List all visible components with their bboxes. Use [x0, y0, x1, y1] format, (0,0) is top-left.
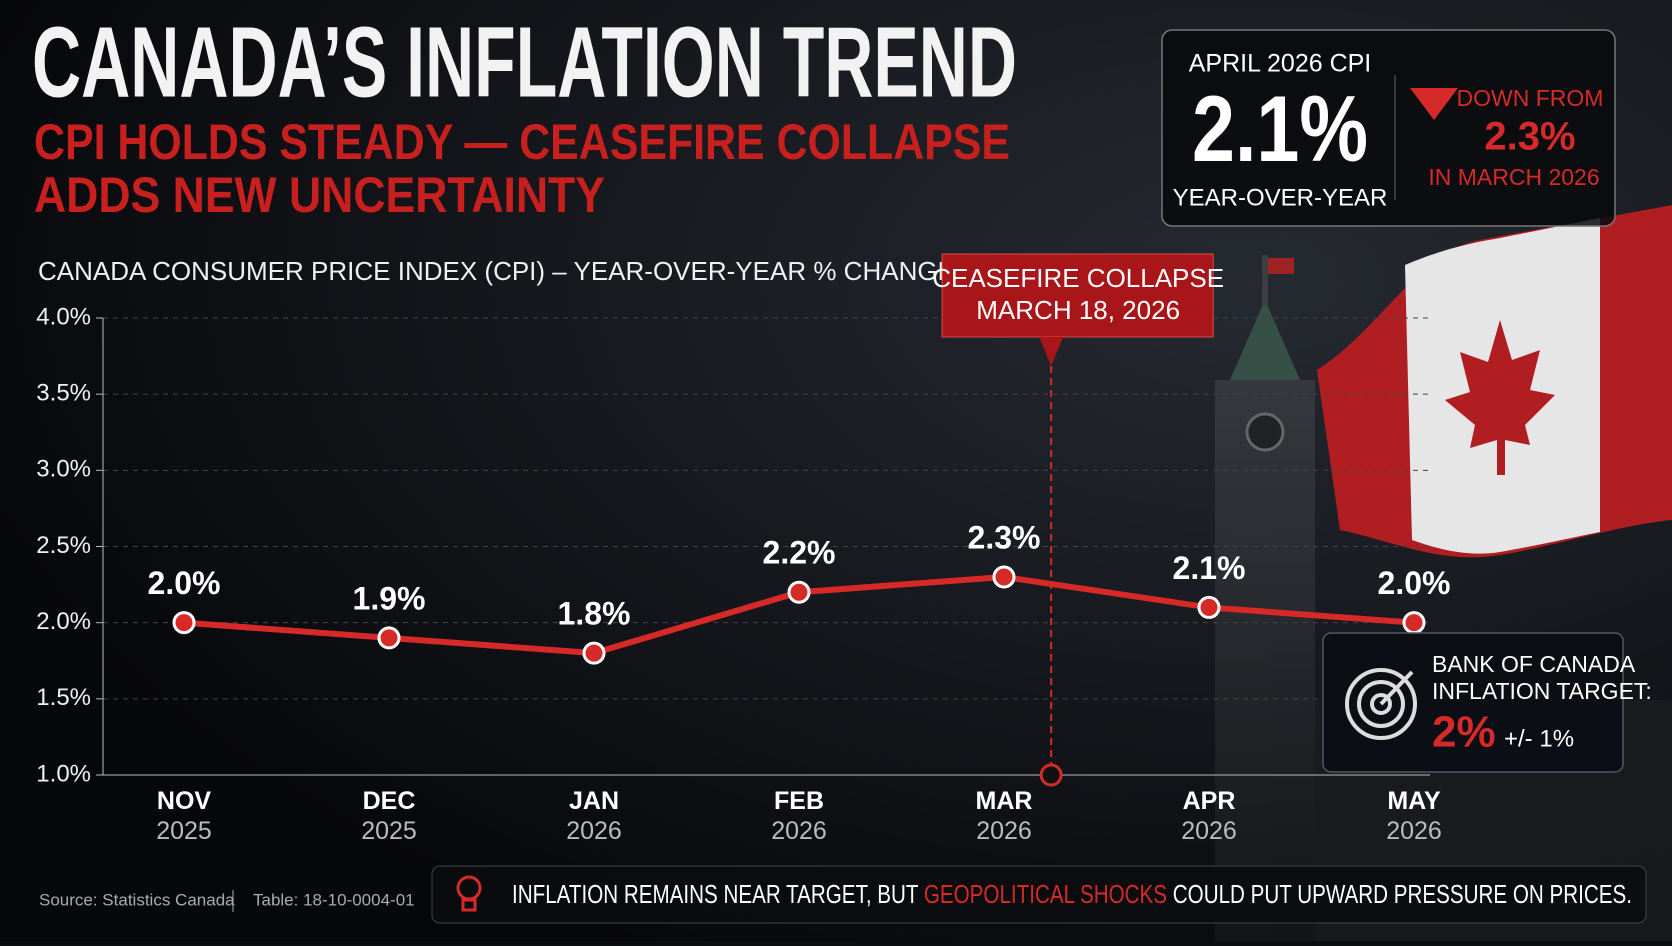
target-band: +/- 1% — [1504, 725, 1574, 752]
target-value: 2% — [1432, 708, 1496, 757]
x-tick-label: JAN 2026 — [566, 787, 622, 845]
data-point — [992, 565, 1016, 589]
x-tick-label: FEB 2026 — [771, 787, 827, 845]
data-point — [582, 641, 606, 665]
data-label: 2.3% — [968, 519, 1041, 555]
target-text: INFLATION TARGET: — [1432, 678, 1652, 704]
table-id: Table: 18-10-0004-01 — [253, 890, 415, 909]
source: Source: Statistics Canada — [39, 890, 235, 909]
annotation-box — [941, 253, 1214, 338]
message-part: COULD PUT UPWARD PRESSURE ON PRICES. — [1167, 879, 1632, 909]
x-tick-label: DEC 2025 — [361, 787, 417, 845]
y-tick-label: 2.5% — [36, 532, 91, 559]
callout-label: APRIL 2026 CPI — [1189, 50, 1372, 78]
data-label: 1.9% — [353, 580, 426, 616]
annotation-pointer — [1039, 337, 1064, 366]
chart-title: CANADA CONSUMER PRICE INDEX (CPI) – YEAR… — [38, 256, 955, 286]
data-point — [377, 626, 401, 650]
data-label: 1.8% — [558, 596, 631, 632]
target-text: BANK OF CANADA — [1432, 651, 1636, 677]
x-tick-label: NOV 2025 — [156, 787, 212, 845]
plot: 1.0% 1.5% 2.0% 2.5% 3.0% 3.5% 4.0% CEASEFIRE CO… — [36, 253, 1451, 845]
data-label: 2.2% — [763, 535, 836, 571]
change-value: 2.3% — [1484, 115, 1575, 159]
data-point — [172, 611, 196, 635]
message-box: INFLATION REMAINS NEAR TARGET, BUT GEOPO… — [431, 865, 1647, 924]
data-point — [1402, 611, 1426, 635]
annotation-text: MARCH 18, 2026 — [976, 295, 1180, 325]
subtitle: ADDS NEW UNCERTAINTY — [34, 167, 605, 223]
data-point — [1197, 595, 1221, 619]
data-label: 2.0% — [148, 565, 221, 601]
message-highlight: GEOPOLITICAL SHOCKS — [924, 879, 1167, 909]
callout-period: YEAR-OVER-YEAR — [1173, 184, 1388, 211]
message: INFLATION REMAINS NEAR TARGET, BUT GEOPO… — [512, 879, 1632, 909]
y-tick-label: 1.0% — [36, 760, 91, 787]
change-text: IN MARCH 2026 — [1428, 164, 1599, 190]
y-tick-label: 2.0% — [36, 608, 91, 635]
y-tick-label: 3.5% — [36, 380, 91, 407]
target-box: BANK OF CANADA INFLATION TARGET: 2% +/- … — [1322, 632, 1652, 773]
data-label: 2.0% — [1378, 565, 1451, 601]
canada-flag — [1317, 205, 1672, 558]
callout-box: APRIL 2026 CPI 2.1% YEAR-OVER-YEAR DOWN … — [1161, 29, 1616, 227]
y-tick-label: 3.0% — [36, 456, 91, 483]
x-tick-label: MAR 2026 — [976, 787, 1033, 845]
annotation-marker — [1039, 763, 1063, 787]
subtitle: CPI HOLDS STEADY — CEASEFIRE COLLAPSE — [34, 114, 1010, 170]
x-tick-label: MAY 2026 — [1386, 787, 1442, 845]
message-part: INFLATION REMAINS NEAR TARGET, BUT — [512, 879, 924, 909]
data-point — [787, 580, 811, 604]
y-tick-label: 4.0% — [36, 303, 91, 330]
change-text: DOWN FROM — [1457, 85, 1604, 111]
data-label: 2.1% — [1173, 550, 1246, 586]
annotation-text: CEASEFIRE COLLAPSE — [932, 263, 1224, 293]
x-tick-label: APR 2026 — [1181, 787, 1237, 845]
title: CANADA’S INFLATION TREND — [32, 6, 1017, 118]
callout-value: 2.1% — [1192, 76, 1368, 181]
y-tick-label: 1.5% — [36, 684, 91, 711]
